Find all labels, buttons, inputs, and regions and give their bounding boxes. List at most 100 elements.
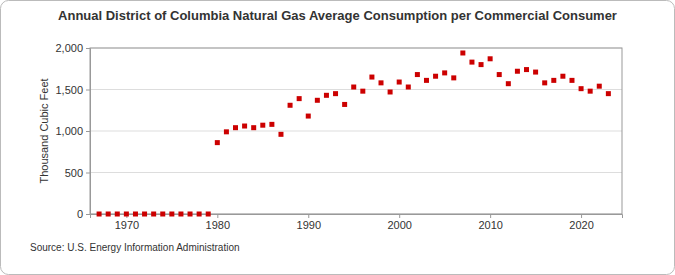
point — [297, 96, 302, 101]
x-tick-mark — [399, 214, 400, 218]
x-tick-label: 2000 — [387, 219, 411, 231]
point — [142, 212, 147, 217]
x-tick: 1970 — [115, 214, 139, 231]
y-tick-label: 2,000 — [55, 42, 83, 54]
point — [115, 212, 120, 217]
point — [97, 212, 102, 217]
point — [415, 72, 420, 77]
point — [542, 80, 547, 85]
point — [597, 84, 602, 89]
point — [169, 212, 174, 217]
point — [215, 140, 220, 145]
source: Source: U.S. Energy Information Administ… — [30, 242, 240, 253]
point — [551, 78, 556, 83]
point — [188, 212, 193, 217]
point — [315, 98, 320, 103]
point — [351, 85, 356, 90]
point — [588, 89, 593, 94]
x-tick-mark — [490, 214, 491, 218]
point — [460, 50, 465, 55]
point — [369, 75, 374, 80]
point — [579, 86, 584, 91]
x-tick-label: 1990 — [297, 219, 321, 231]
chart: 1970 1980 1990 2000 2010 2020 0 500 1,000 1,500 2,… — [0, 0, 675, 275]
point — [242, 124, 247, 129]
x-tick-label: 1970 — [115, 219, 139, 231]
point — [424, 78, 429, 83]
point — [397, 80, 402, 85]
point — [269, 122, 274, 127]
point — [515, 69, 520, 74]
point — [160, 212, 165, 217]
point — [124, 212, 129, 217]
background — [1, 1, 675, 275]
point — [379, 80, 384, 85]
point — [442, 70, 447, 75]
point — [433, 74, 438, 79]
point — [533, 70, 538, 75]
y-axis: 0 500 1,000 1,500 2,000 — [55, 42, 90, 220]
point — [569, 78, 574, 83]
point — [233, 125, 238, 130]
x-tick: 2000 — [387, 214, 411, 231]
point — [497, 72, 502, 77]
y-tick-mark — [86, 214, 90, 215]
x-tick: 1980 — [206, 214, 230, 231]
y-tick: 0 — [77, 208, 90, 220]
point — [560, 74, 565, 79]
y-axis-title: Thousand Cubic Feet — [38, 78, 50, 183]
x-axis: 1970 1980 1990 2000 2010 2020 — [91, 214, 623, 231]
point — [260, 123, 265, 128]
x-tick-label: 1980 — [206, 219, 230, 231]
x-tick-mark — [217, 214, 218, 218]
point — [106, 212, 111, 217]
x-tick: 2020 — [569, 214, 593, 231]
plot: 1970 1980 1990 2000 2010 2020 0 500 1,000 1,500 2,… — [55, 42, 622, 231]
y-tick-label: 1,500 — [55, 84, 83, 96]
y-tick: 2,000 — [55, 42, 90, 54]
y-tick-mark — [86, 131, 90, 132]
x-tick-mark — [308, 214, 309, 218]
point — [324, 93, 329, 98]
x-tick-mark — [581, 214, 582, 218]
point — [342, 102, 347, 107]
point — [178, 212, 183, 217]
x-tick-label: 2020 — [569, 219, 593, 231]
plot-frame — [90, 48, 622, 214]
point — [224, 129, 229, 134]
grid — [90, 48, 622, 214]
point — [506, 81, 511, 86]
point — [251, 125, 256, 130]
point — [206, 212, 211, 217]
point — [451, 75, 456, 80]
y-tick: 1,000 — [55, 125, 90, 137]
point — [288, 103, 293, 108]
point — [606, 91, 611, 96]
point — [197, 212, 202, 217]
y-tick-label: 0 — [77, 208, 83, 220]
grid-line — [90, 131, 622, 132]
x-tick: 1990 — [297, 214, 321, 231]
y-tick-mark — [86, 90, 90, 91]
point — [524, 67, 529, 72]
point — [388, 89, 393, 94]
x-tick: 2010 — [478, 214, 502, 231]
point — [306, 114, 311, 119]
y-axis-line — [86, 49, 91, 215]
points — [97, 50, 611, 216]
point — [406, 85, 411, 90]
point — [469, 60, 474, 65]
point — [360, 89, 365, 94]
x-tick-label: 2010 — [478, 219, 502, 231]
y-tick-label: 1,000 — [55, 125, 83, 137]
grid-line — [90, 172, 622, 173]
point — [488, 56, 493, 61]
point — [151, 212, 156, 217]
y-tick: 500 — [65, 167, 90, 179]
y-tick-mark — [86, 173, 90, 174]
y-tick-mark — [86, 48, 90, 49]
title: Annual District of Columbia Natural Gas … — [58, 8, 617, 23]
y-tick-label: 500 — [65, 167, 83, 179]
y-tick: 1,500 — [55, 84, 90, 96]
point — [278, 132, 283, 137]
